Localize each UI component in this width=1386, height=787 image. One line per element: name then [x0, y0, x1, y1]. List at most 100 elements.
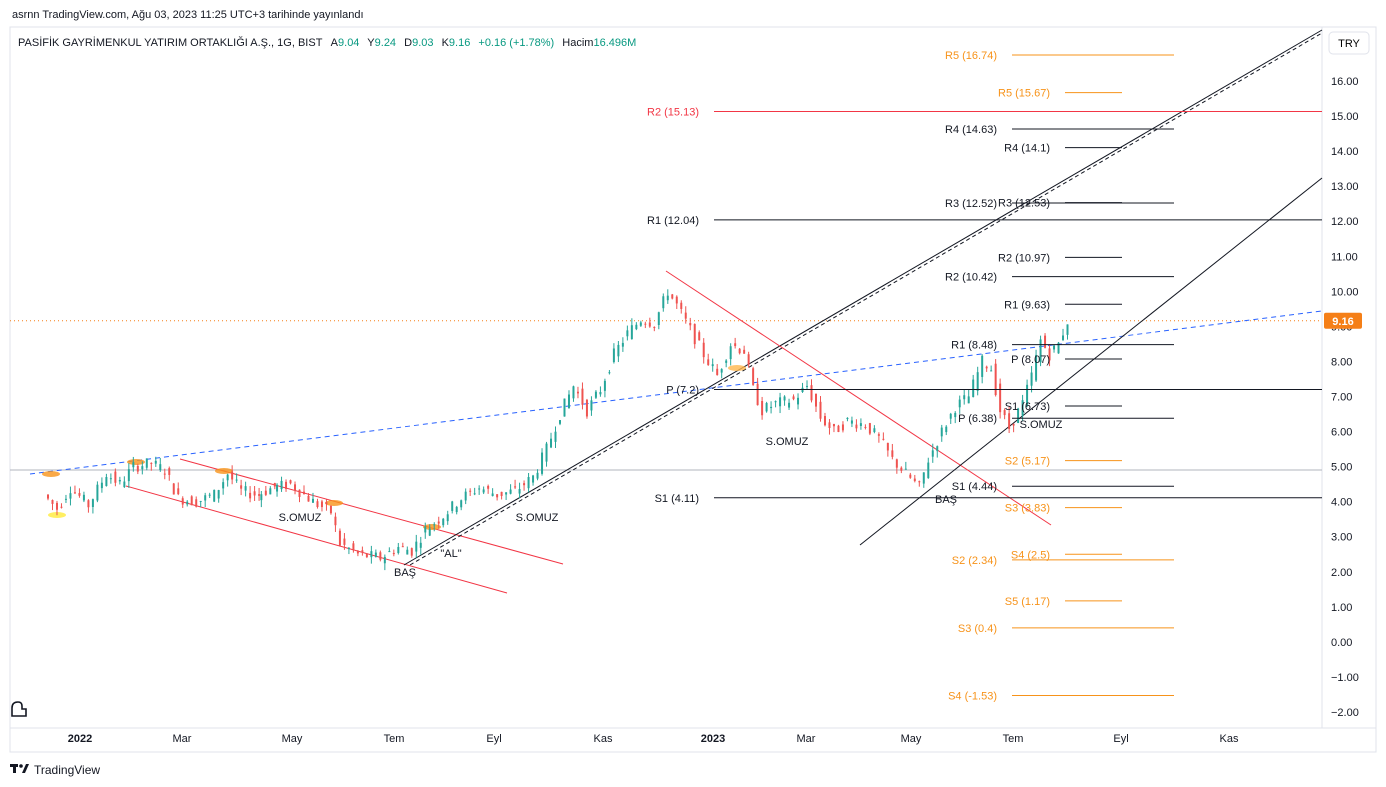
candle-body: [895, 459, 898, 468]
candle-body: [334, 516, 337, 526]
candle-body: [680, 302, 683, 309]
candle-body: [886, 442, 889, 451]
candle-body: [752, 368, 755, 385]
candle-body: [900, 467, 903, 471]
pivot-label: R2 (10.97): [998, 252, 1050, 264]
time-tick-label: Eyl: [486, 733, 501, 745]
candle-body: [1044, 335, 1047, 348]
candle-body: [518, 489, 521, 494]
candle-body: [298, 489, 301, 497]
candle-body: [1062, 335, 1065, 340]
pivot-label: S1 (6.73): [1005, 401, 1050, 413]
candle-body: [177, 488, 180, 495]
candle-body: [909, 474, 912, 478]
candle-body: [514, 486, 517, 488]
time-tick-label: May: [901, 733, 922, 745]
candle-body: [190, 496, 193, 506]
candle-body: [383, 556, 386, 564]
candle-body: [756, 383, 759, 406]
candle-body: [352, 543, 355, 551]
highlight-marker: [42, 471, 60, 477]
pivot-label: P (7.2): [666, 384, 699, 396]
candle-body: [922, 472, 925, 484]
candle-body: [581, 388, 584, 405]
candle-body: [945, 426, 948, 433]
candle-body: [644, 323, 647, 325]
candle-body: [82, 494, 85, 501]
candle-body: [819, 401, 822, 419]
candle-body: [1017, 408, 1020, 423]
price-axis[interactable]: 16.0015.0014.0013.0012.0011.0010.009.008…: [1331, 76, 1359, 719]
candle-body: [859, 423, 862, 426]
candle-body: [864, 426, 867, 428]
time-tick-label: Kas: [594, 733, 613, 745]
candle-body: [311, 498, 314, 503]
candle-body: [1057, 342, 1060, 354]
candle-body: [599, 391, 602, 395]
price-tick-label: 13.00: [1331, 181, 1359, 193]
candle-body: [550, 438, 553, 448]
candle-body: [500, 491, 503, 496]
candle-body: [316, 501, 319, 508]
candle-body: [743, 349, 746, 354]
candle-body: [954, 412, 957, 418]
candle-body: [325, 502, 328, 505]
time-axis[interactable]: 2022 Mar May Tem Eyl Kas 2023 Mar May Tem Eyl Kas: [68, 733, 1239, 745]
time-tick-label: 2023: [701, 733, 725, 745]
red-channel-lower: [125, 485, 508, 594]
candle-body: [936, 446, 939, 452]
candle-body: [855, 424, 858, 429]
candle-body: [594, 391, 597, 398]
pivot-label: P (8.07): [1011, 354, 1050, 366]
candle-body: [990, 370, 993, 372]
time-tick-label: Tem: [384, 733, 405, 745]
highlight-marker: [728, 365, 746, 371]
candle-body: [747, 354, 750, 365]
pivots-layer: R5 (16.74) R5 (15.67) R2 (15.13) R4 (14.63)…: [647, 50, 1322, 703]
tradingview-logo[interactable]: TradingView: [10, 763, 100, 777]
candle-body: [761, 400, 764, 416]
candle-body: [532, 475, 535, 483]
candle-body: [797, 397, 800, 405]
candle-body: [527, 477, 530, 489]
candle-body: [999, 383, 1002, 413]
candle-body: [260, 494, 263, 501]
candle-body: [491, 493, 494, 497]
candle-body: [1012, 423, 1015, 426]
candle-body: [478, 488, 481, 490]
time-tick-label: Eyl: [1113, 733, 1128, 745]
candle-body: [891, 450, 894, 457]
pattern-annotation: S.OMUZ: [516, 512, 559, 524]
candle-body: [244, 486, 247, 491]
candle-body: [428, 528, 431, 536]
pivot-label: S1 (4.44): [952, 481, 997, 493]
pine-editor-icon[interactable]: [11, 701, 27, 717]
candle-body: [693, 324, 696, 345]
candle-body: [976, 372, 979, 391]
candle-body: [662, 296, 665, 309]
candle-body: [671, 294, 674, 299]
candle-body: [770, 406, 773, 409]
candle-body: [347, 547, 350, 550]
price-tick-label: 3.00: [1331, 532, 1352, 544]
candle-body: [1053, 345, 1056, 350]
candle-body: [949, 413, 952, 419]
candle-body: [765, 403, 768, 412]
candle-body: [1021, 400, 1024, 416]
price-tick-label: 8.00: [1331, 356, 1352, 368]
pivot-label: R2 (10.42): [945, 272, 997, 284]
published-line: asrnn TradingView.com, Ağu 03, 2023 11:2…: [12, 9, 364, 21]
pivot-label: R3 (12.52): [945, 198, 997, 210]
candle-body: [132, 462, 135, 468]
blue-trendline: [29, 310, 1323, 475]
candle-body: [264, 490, 267, 495]
candle-body: [320, 501, 323, 508]
candle-body: [1066, 324, 1069, 335]
currency-button[interactable]: TRY: [1328, 31, 1370, 55]
candle-body: [231, 471, 234, 480]
candle-body: [985, 366, 988, 369]
pivot-label: S3 (3.83): [1005, 503, 1050, 515]
price-tick-label: 6.00: [1331, 427, 1352, 439]
candle-body: [181, 498, 184, 505]
